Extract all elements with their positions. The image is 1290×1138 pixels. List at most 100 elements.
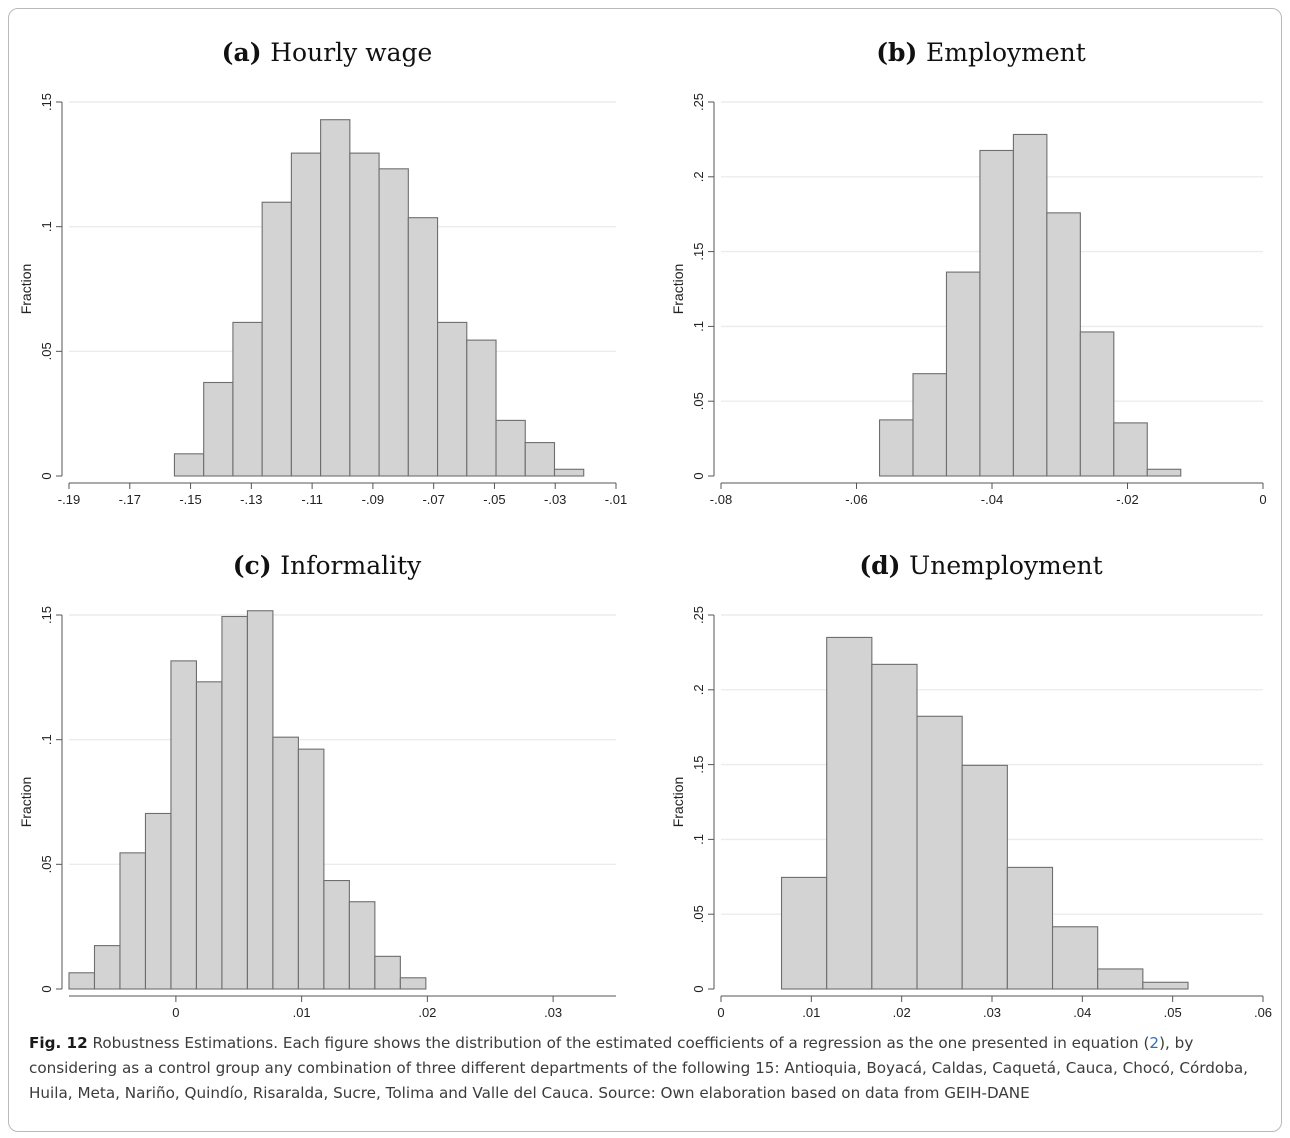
- x-tick-label: -.13: [240, 492, 262, 507]
- x-tick-label: .05: [1164, 1005, 1182, 1019]
- histogram-bar: [871, 663, 918, 990]
- panel-title-text: Informality: [280, 551, 422, 580]
- histogram-bar: [173, 453, 205, 477]
- histogram-bar: [826, 636, 873, 990]
- panel-letter: (b): [876, 38, 926, 67]
- y-tick-label: .1: [39, 734, 54, 745]
- figure-label: Fig. 12: [29, 1034, 88, 1052]
- histogram-bar: [170, 660, 197, 990]
- histogram-bar: [320, 119, 351, 477]
- panel-letter: (c): [233, 551, 281, 580]
- histogram-bar: [1046, 212, 1081, 477]
- figure-caption: Fig. 12 Robustness Estimations. Each fig…: [29, 1031, 1274, 1106]
- chart-panel-2: (c) Informality 0 .05 .1 .15 0 .01 .02 .03 Fracti…: [18, 551, 616, 1019]
- histogram-bar: [297, 748, 325, 990]
- histogram-bar: [553, 468, 585, 477]
- histogram-bar: [348, 901, 376, 990]
- x-tick-label: .02: [418, 1005, 436, 1019]
- y-tick-label: .15: [39, 93, 54, 111]
- histogram-bar: [1012, 133, 1048, 477]
- panel-title: (c) Informality: [233, 551, 422, 580]
- histogram-bar: [144, 812, 172, 990]
- x-tick-label: .03: [983, 1005, 1001, 1019]
- histogram-bar: [93, 945, 121, 990]
- y-tick-label: 0: [39, 472, 54, 479]
- histogram-bar: [780, 876, 828, 990]
- histogram-bar: [912, 373, 948, 477]
- figure-charts: (a) Hourly wage 0 .05 .1 .15 -.19 -.17 -.15 -.13…: [18, 38, 1272, 1019]
- y-tick-label: .2: [691, 684, 706, 695]
- x-tick-label: -.15: [179, 492, 201, 507]
- histogram-bar: [945, 271, 981, 477]
- histogram-bar: [437, 321, 468, 477]
- panel-title-text: Employment: [926, 38, 1086, 67]
- x-tick-label: -.04: [981, 492, 1003, 507]
- y-tick-label: .15: [691, 756, 706, 774]
- x-tick-label: -.01: [605, 492, 627, 507]
- y-tick-label: .15: [39, 606, 54, 624]
- panel-title: (d) Unemployment: [859, 551, 1102, 580]
- histogram-bar: [261, 201, 292, 477]
- y-tick-label: .15: [691, 243, 706, 261]
- histogram-bar: [979, 149, 1014, 477]
- y-axis-label: Fraction: [670, 264, 686, 315]
- x-tick-label: -.06: [845, 492, 867, 507]
- histogram-bar: [1079, 331, 1115, 477]
- histogram-bar: [246, 610, 274, 990]
- x-tick-label: -.07: [422, 492, 444, 507]
- x-tick-label: .01: [293, 1005, 311, 1019]
- x-tick-label: -.02: [1116, 492, 1138, 507]
- histogram-bar: [232, 321, 263, 477]
- x-tick-label: .02: [893, 1005, 911, 1019]
- y-tick-label: .05: [39, 855, 54, 873]
- panel-title-text: Unemployment: [909, 551, 1103, 580]
- histogram-bar: [1006, 866, 1054, 990]
- histogram-bar: [1142, 981, 1189, 990]
- y-tick-label: .2: [691, 171, 706, 182]
- x-tick-label: .06: [1254, 1005, 1272, 1019]
- y-axis-label: Fraction: [18, 264, 34, 315]
- histogram-bar: [407, 217, 439, 477]
- y-tick-label: .1: [691, 321, 706, 332]
- histogram-bar: [290, 152, 322, 477]
- y-tick-label: .1: [39, 221, 54, 232]
- x-tick-label: -.09: [362, 492, 384, 507]
- histogram-bar: [961, 764, 1008, 990]
- panel-title: (b) Employment: [876, 38, 1086, 67]
- y-tick-label: 0: [39, 985, 54, 992]
- x-tick-label: -.03: [544, 492, 566, 507]
- histogram-bar: [195, 681, 223, 990]
- histogram-bar: [68, 972, 96, 990]
- figure-frame: (a) Hourly wage 0 .05 .1 .15 -.19 -.17 -.15 -.13…: [8, 8, 1282, 1132]
- y-tick-label: .05: [691, 905, 706, 923]
- equation-reference-link[interactable]: 2: [1149, 1034, 1160, 1052]
- histogram-bar: [1097, 968, 1144, 990]
- x-tick-label: .03: [544, 1005, 562, 1019]
- histogram-bar: [1146, 468, 1182, 477]
- panel-title-text: Hourly wage: [270, 38, 432, 67]
- histogram-bar: [495, 419, 526, 477]
- x-tick-label: 0: [717, 1005, 724, 1019]
- caption-text-part-1: Robustness Estimations. Each figure show…: [87, 1034, 1150, 1052]
- x-tick-label: -.17: [119, 492, 141, 507]
- y-axis-label: Fraction: [18, 777, 34, 828]
- histogram-bar: [466, 339, 497, 477]
- histogram-bar: [378, 168, 409, 477]
- x-tick-label: -.05: [483, 492, 505, 507]
- histogram-bar: [349, 152, 380, 477]
- y-tick-label: .25: [691, 93, 706, 111]
- y-tick-label: .25: [691, 606, 706, 624]
- chart-panel-3: (d) Unemployment 0 .05 .1 .15 .2 .25 0 .01 .02 .03…: [670, 551, 1272, 1019]
- histogram-bar: [272, 736, 299, 990]
- chart-panel-1: (b) Employment 0 .05 .1 .15 .2 .25 -.08 -.06 -.04…: [670, 38, 1267, 507]
- panel-letter: (a): [222, 38, 271, 67]
- y-tick-label: .05: [39, 342, 54, 360]
- x-tick-label: -.19: [58, 492, 80, 507]
- panel-title: (a) Hourly wage: [222, 38, 433, 67]
- histogram-bar: [374, 955, 401, 990]
- histogram-bar: [878, 419, 914, 477]
- histogram-bar: [203, 381, 234, 477]
- x-tick-label: -.08: [710, 492, 732, 507]
- histogram-bar: [916, 715, 963, 990]
- histogram-bar: [323, 879, 350, 990]
